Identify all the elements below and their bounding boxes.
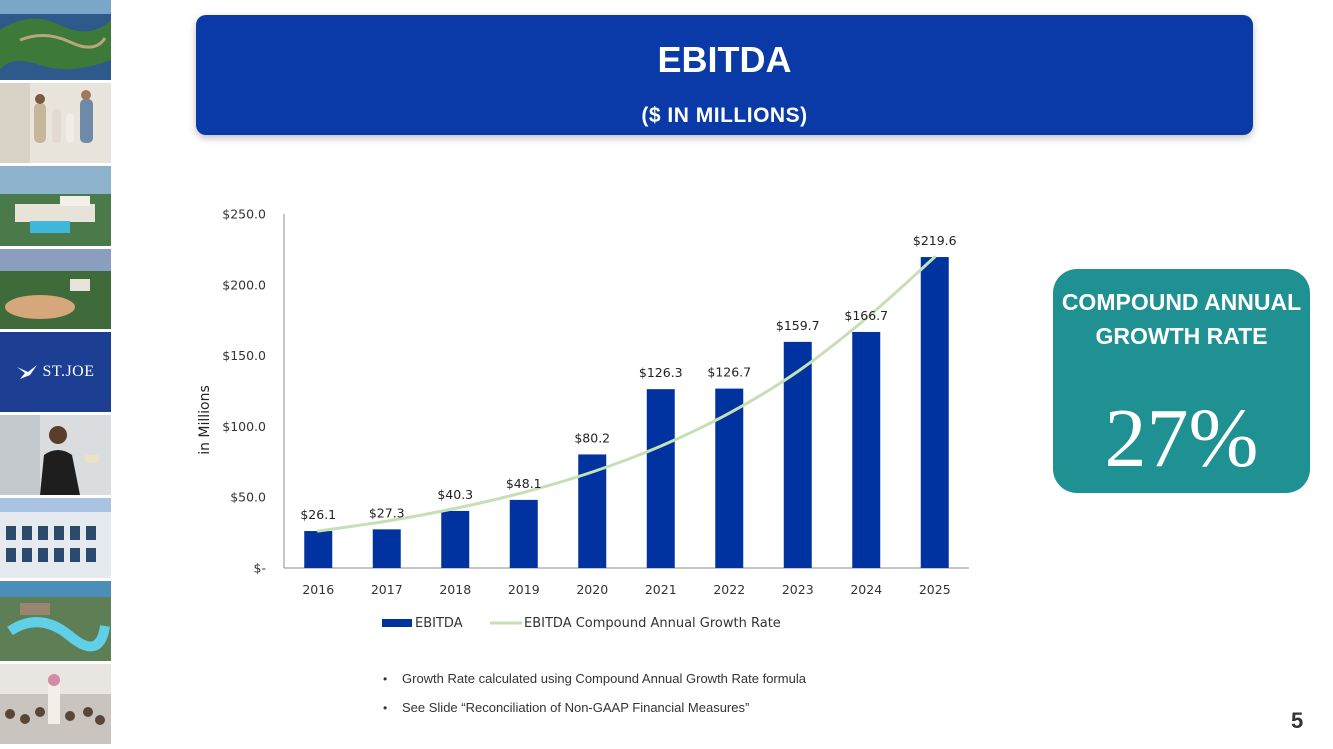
legend-ebitda-label: EBITDA [415, 616, 463, 631]
x-tick-label: 2020 [576, 582, 608, 597]
data-label-2018: $40.3 [437, 487, 473, 502]
water-park-photo [0, 581, 111, 661]
bar-2017 [372, 529, 401, 568]
data-label-2019: $48.1 [506, 476, 542, 491]
data-label-2021: $126.3 [639, 365, 683, 380]
y-tick-label: $- [254, 561, 266, 576]
x-tick-label: 2022 [713, 582, 745, 597]
x-tick-label: 2024 [850, 582, 882, 597]
x-tick-label: 2018 [439, 582, 471, 597]
y-axis-title: in Millions [197, 385, 213, 455]
footnote-item: Growth Rate calculated using Compound An… [383, 670, 806, 699]
page-subtitle: ($ IN MILLIONS) [641, 104, 808, 127]
logo-text: ST.JOE [42, 363, 95, 380]
x-tick-label: 2021 [645, 582, 677, 597]
bird-logo-icon [17, 365, 38, 379]
y-tick-label: $250.0 [222, 207, 266, 222]
resort-pool-photo [0, 166, 111, 246]
data-label-2022: $126.7 [707, 365, 751, 380]
x-tick-label: 2023 [782, 582, 814, 597]
header-banner: EBITDA ($ IN MILLIONS) [196, 15, 1253, 135]
data-label-2024: $166.7 [844, 308, 888, 323]
photo-strip: ST.JOE [0, 0, 111, 749]
bar-2025 [920, 257, 949, 568]
y-tick-label: $150.0 [222, 348, 266, 363]
cagr-title: COMPOUND ANNUAL GROWTH RATE [1061, 289, 1302, 349]
x-tick-label: 2016 [302, 582, 334, 597]
family-photo [0, 83, 111, 163]
staff-photo [0, 415, 111, 495]
bar-2019 [509, 499, 538, 568]
footnotes: Growth Rate calculated using Compound An… [383, 670, 806, 728]
company-logo: ST.JOE [16, 363, 94, 381]
cagr-box: COMPOUND ANNUAL GROWTH RATE 27% [1053, 269, 1310, 493]
legend-ebitda-swatch [382, 619, 412, 627]
bar-2021 [646, 389, 675, 568]
footnote-item: See Slide “Reconciliation of Non-GAAP Fi… [383, 699, 806, 728]
ebitda-chart: in Millions $- $50.0 $100.0 $150.0 $200.0 $25… [197, 207, 969, 631]
bar-2023 [783, 341, 812, 568]
chart-legend: EBITDA EBITDA Compound Annual Growth Rat… [382, 616, 781, 631]
page-number: 5 [1291, 708, 1304, 733]
data-label-2025: $219.6 [913, 233, 957, 248]
bar-2022 [715, 388, 744, 568]
data-label-2020: $80.2 [574, 430, 610, 445]
cagr-series-line [316, 255, 937, 533]
data-label-2017: $27.3 [369, 505, 405, 520]
lakeside-homes-photo [0, 249, 111, 329]
x-tick-label: 2025 [919, 582, 951, 597]
x-tick-label: 2017 [371, 582, 403, 597]
y-tick-label: $100.0 [222, 419, 266, 434]
bar-2024 [852, 331, 881, 568]
legend-cagr-label: EBITDA Compound Annual Growth Rate [524, 616, 781, 631]
page-title: EBITDA [657, 39, 792, 80]
event-crowd-photo [0, 664, 111, 744]
office-building-photo [0, 498, 111, 578]
golf-course-photo [0, 0, 111, 80]
bar-2018 [441, 510, 470, 568]
x-tick-label: 2019 [508, 582, 540, 597]
cagr-value: 27% [1104, 392, 1259, 485]
data-label-2023: $159.7 [776, 318, 820, 333]
company-logo-tile: ST.JOE [0, 332, 111, 412]
bar-2016 [304, 531, 333, 568]
y-tick-label: $200.0 [222, 277, 266, 292]
y-tick-label: $50.0 [230, 490, 266, 505]
data-label-2016: $26.1 [300, 507, 336, 522]
